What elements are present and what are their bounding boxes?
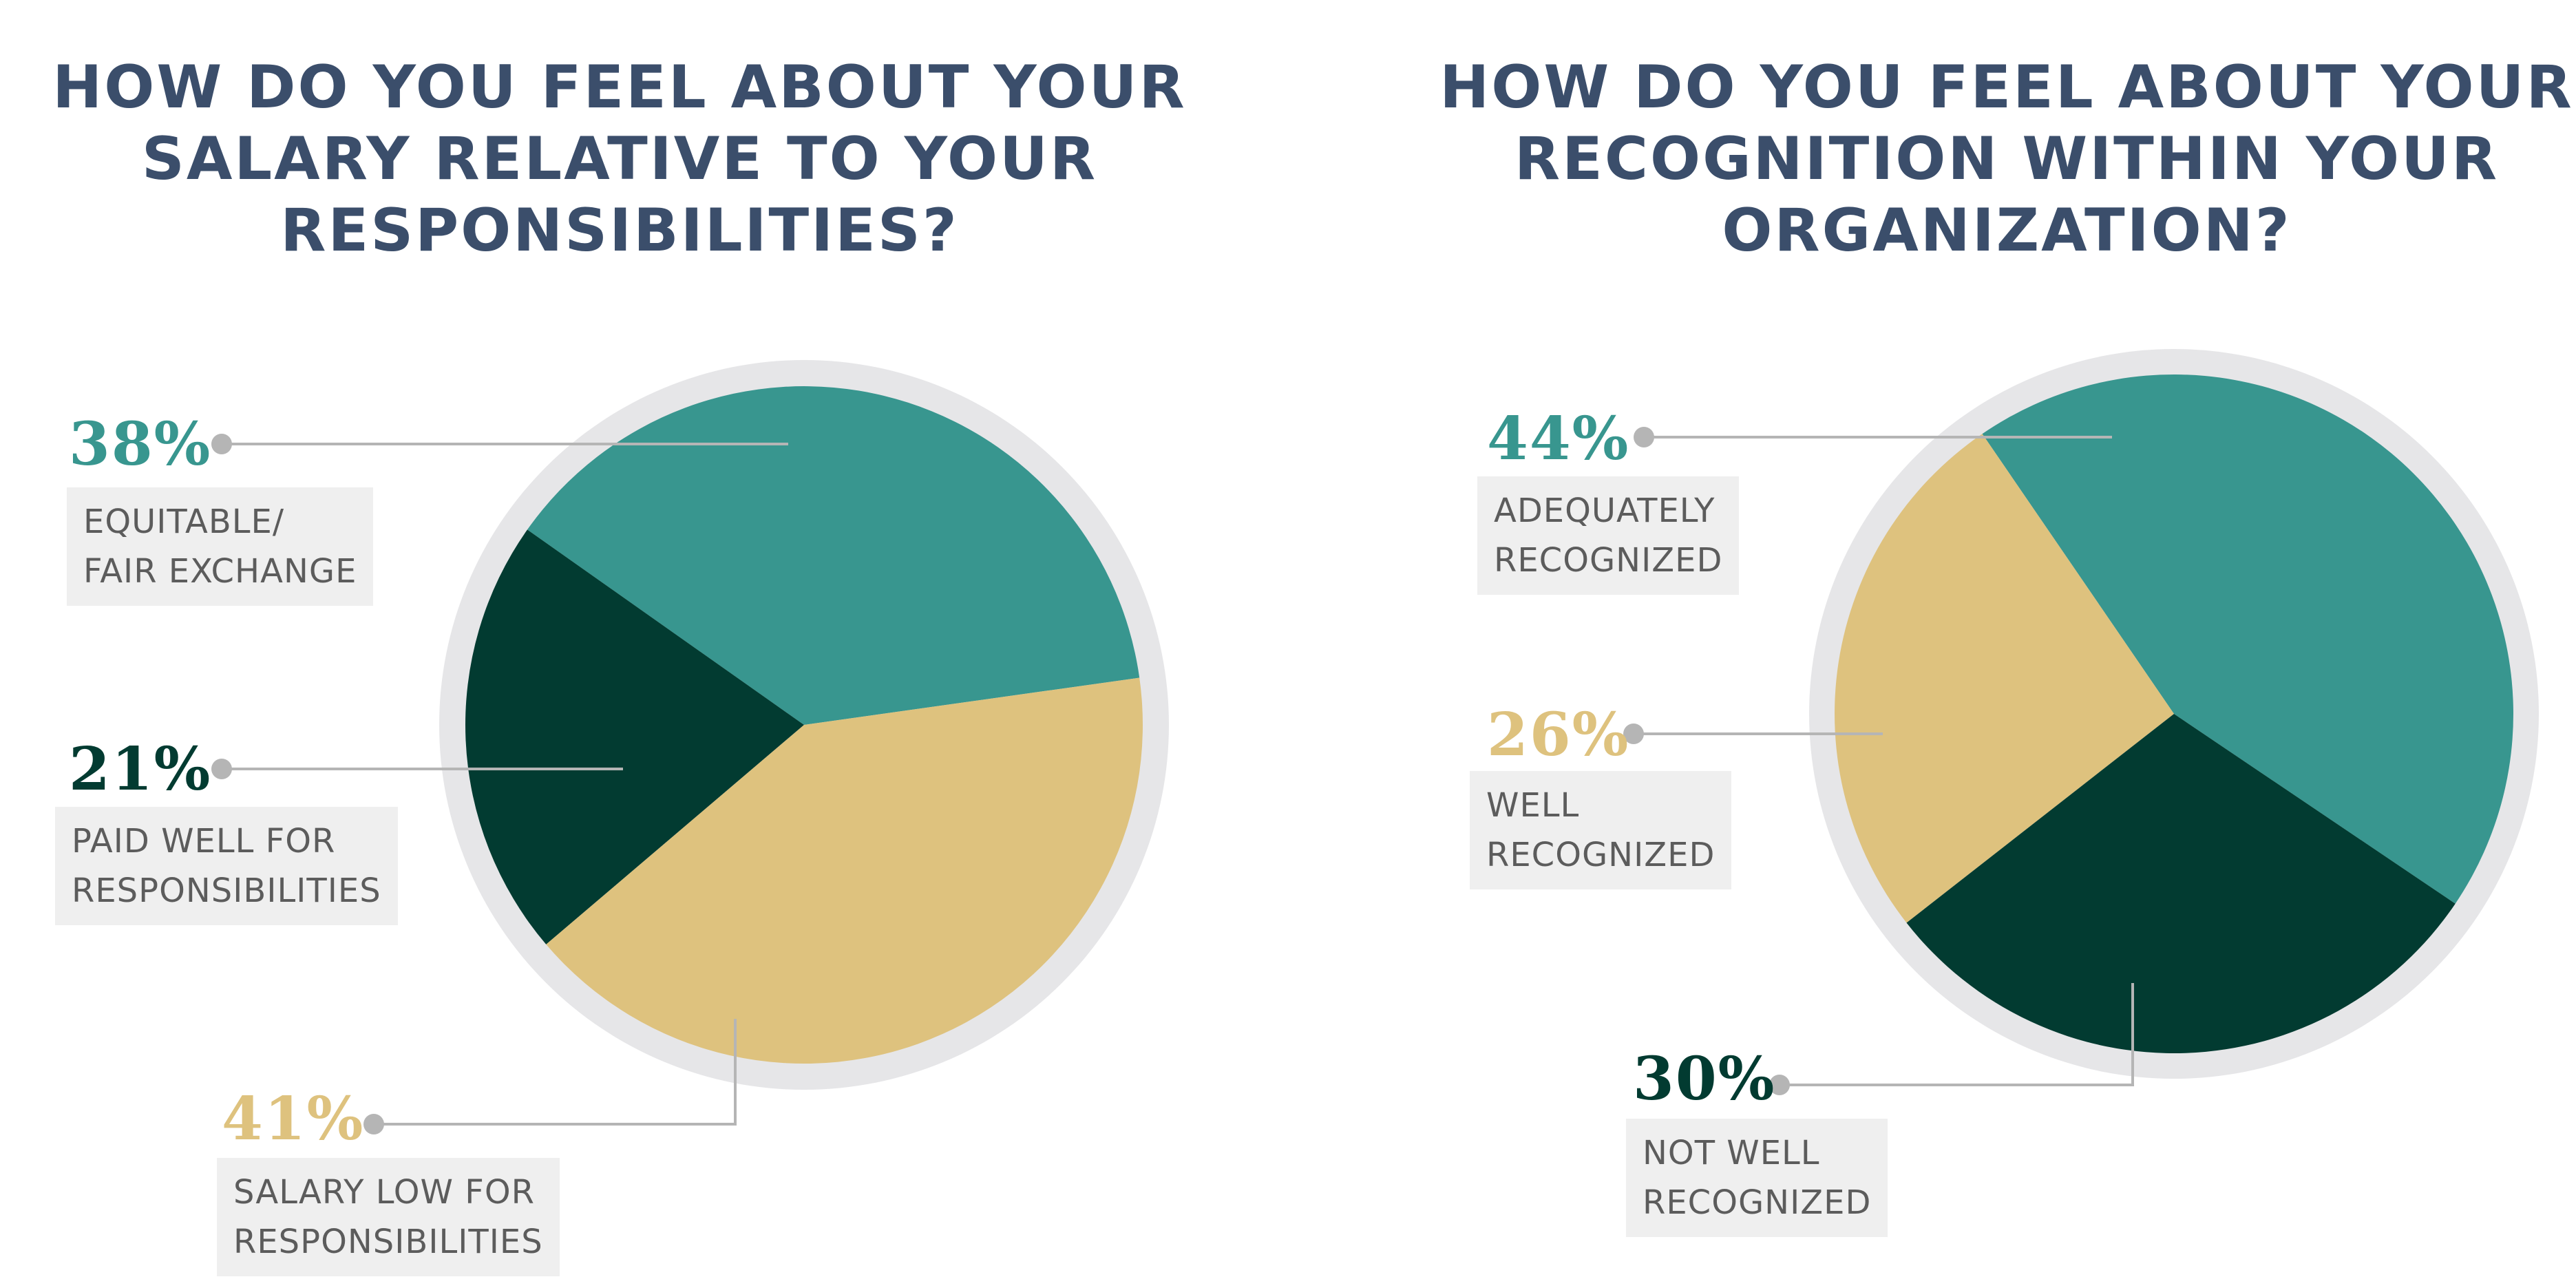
slice-label-line: EQUITABLE/ (83, 503, 284, 541)
chart-left-title-line: HOW DO YOU FEEL ABOUT YOUR (52, 53, 1187, 122)
leader-equitable-dot (211, 434, 232, 454)
chart-left-title-line: SALARY RELATIVE TO YOUR (141, 125, 1098, 193)
pie-recognition-slice-1 (1835, 434, 2174, 923)
leader-not-well-dot (1769, 1075, 1790, 1095)
slice-label-equitable: EQUITABLE/ FAIR EXCHANGE (67, 487, 374, 606)
chart-left-title-line: RESPONSIBILITIES? (280, 196, 959, 265)
slice-label-salary-low: SALARY LOW FOR RESPONSIBILITIES (217, 1158, 560, 1276)
leader-adequately-dot (1634, 427, 1654, 447)
slice-label-adequately: ADEQUATELY RECOGNIZED (1477, 476, 1740, 595)
pie-recognition-slice-0 (1982, 374, 2513, 904)
slice-percent-adequately: 44% (1487, 404, 1630, 474)
slice-label-line: FAIR EXCHANGE (83, 552, 357, 591)
leader-salary-low-line (374, 1019, 737, 1126)
pie-salary-slice-1 (465, 529, 804, 944)
pie-chart-salary (439, 360, 1169, 1090)
chart-left-title: HOW DO YOU FEEL ABOUT YOUR SALARY RELATI… (34, 52, 1205, 266)
slice-label-line: SALARY LOW FOR (233, 1173, 536, 1212)
slice-label-well: WELL RECOGNIZED (1470, 771, 1732, 889)
slice-percent-not-well: 30% (1633, 1044, 1776, 1114)
pie-salary-slice-0 (527, 386, 1140, 725)
slice-label-line: RECOGNIZED (1643, 1183, 1872, 1222)
leader-well-dot (1623, 724, 1644, 744)
slice-percent-equitable: 38% (69, 410, 212, 479)
chart-right-title-line: RECOGNITION WITHIN YOUR (1514, 125, 2500, 193)
slice-label-not-well: NOT WELL RECOGNIZED (1626, 1119, 1888, 1237)
slice-label-line: RECOGNIZED (1494, 541, 1723, 580)
slice-percent-salary-low: 41% (222, 1084, 365, 1154)
slice-label-line: PAID WELL FOR (72, 822, 336, 861)
chart-right-title: HOW DO YOU FEEL ABOUT YOUR RECOGNITION W… (1422, 52, 2576, 266)
leader-lines (211, 427, 2134, 1134)
slice-label-line: RESPONSIBILITIES (72, 872, 381, 910)
leader-paid-well-dot (211, 759, 232, 779)
chart-right-title-line: HOW DO YOU FEEL ABOUT YOUR (1439, 53, 2574, 122)
slice-label-line: RECOGNIZED (1486, 836, 1715, 874)
slice-percent-well: 26% (1487, 700, 1630, 770)
leader-not-well-line (1780, 983, 2134, 1086)
pie-recognition-slice-2 (1906, 714, 2456, 1053)
slice-label-line: WELL (1486, 786, 1580, 825)
slice-label-line: ADEQUATELY (1494, 492, 1715, 530)
slice-percent-paid-well: 21% (69, 735, 212, 804)
pie-chart-recognition (1809, 349, 2539, 1079)
slice-label-line: NOT WELL (1643, 1134, 1820, 1172)
pie-salary-slice-2 (546, 677, 1143, 1064)
slice-label-line: RESPONSIBILITIES (233, 1223, 543, 1261)
slice-label-paid-well: PAID WELL FOR RESPONSIBILITIES (55, 807, 398, 925)
chart-right-title-line: ORGANIZATION? (1722, 196, 2292, 265)
leader-salary-low-dot (363, 1114, 384, 1134)
